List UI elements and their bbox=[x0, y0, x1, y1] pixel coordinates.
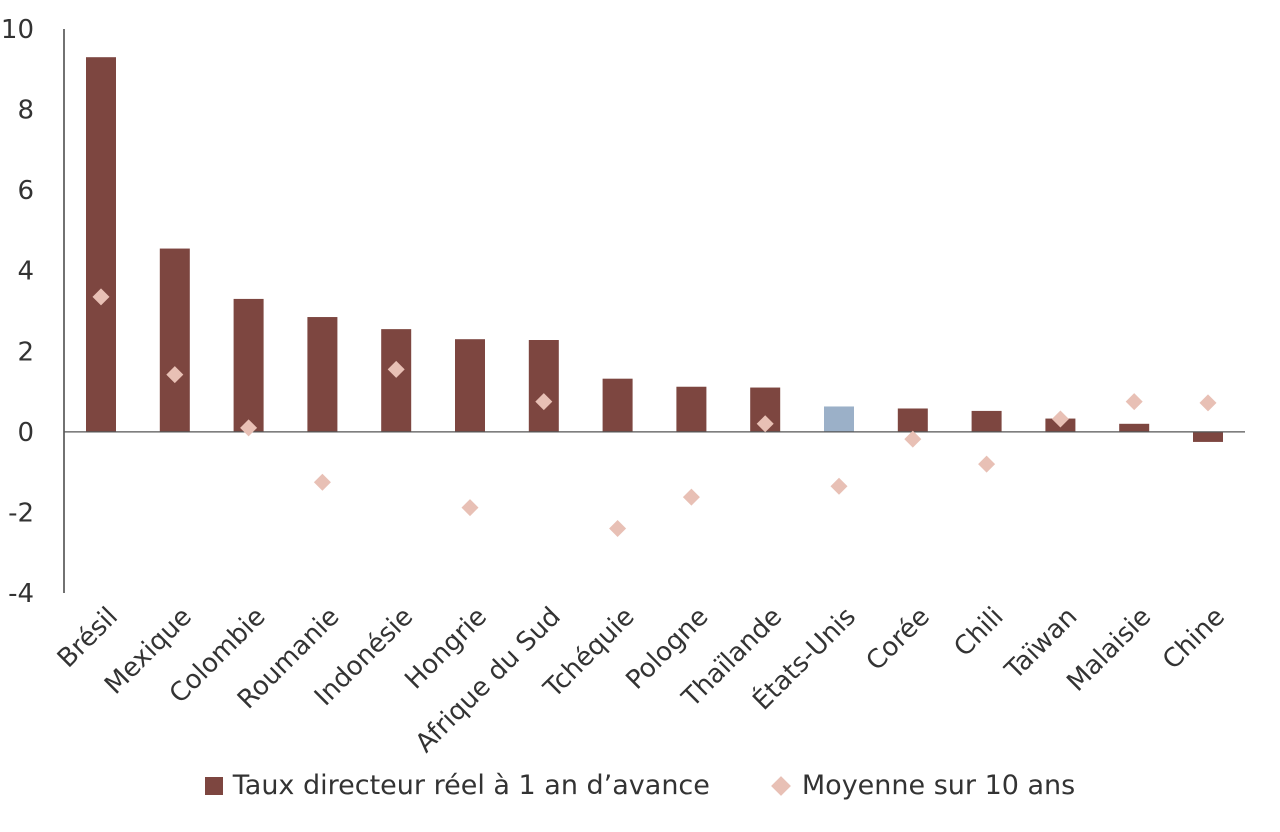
marker-diamond bbox=[240, 419, 258, 437]
bar bbox=[602, 378, 633, 432]
bar bbox=[455, 339, 485, 432]
marker-diamond bbox=[535, 393, 553, 411]
x-tick-label: Chili bbox=[949, 602, 1010, 663]
y-tick-label: -4 bbox=[8, 579, 34, 609]
bar bbox=[307, 317, 338, 432]
marker-diamond bbox=[313, 473, 331, 491]
marker-diamond bbox=[682, 488, 700, 506]
bar bbox=[1193, 431, 1223, 442]
x-tick-label: Corée bbox=[861, 602, 936, 677]
x-tick-label: Chine bbox=[1157, 602, 1231, 676]
marker-diamond bbox=[461, 499, 479, 517]
bar bbox=[159, 248, 190, 432]
bar bbox=[233, 298, 264, 432]
bar bbox=[897, 408, 928, 432]
legend-label-markers: Moyenne sur 10 ans bbox=[801, 770, 1076, 801]
marker-diamond bbox=[904, 430, 922, 448]
y-tick-label: -2 bbox=[8, 498, 34, 528]
legend: Taux directeur réel à 1 an d’avance Moye… bbox=[0, 770, 1280, 801]
x-tick-label: Brésil bbox=[52, 602, 124, 674]
bar bbox=[381, 329, 412, 432]
legend-swatch-bar bbox=[204, 776, 223, 795]
marker-diamond bbox=[609, 520, 627, 538]
y-tick-label: 2 bbox=[17, 337, 34, 367]
bar bbox=[824, 406, 854, 432]
marker-diamond bbox=[1051, 410, 1069, 428]
marker-diamond bbox=[166, 366, 184, 384]
y-tick-label: 6 bbox=[17, 176, 34, 206]
legend-label-bars: Taux directeur réel à 1 an d’avance bbox=[232, 770, 710, 801]
bar bbox=[528, 340, 559, 432]
marker-diamond bbox=[1125, 393, 1143, 411]
bar bbox=[1119, 423, 1150, 432]
marker-diamond bbox=[1199, 394, 1217, 412]
y-tick-label: 8 bbox=[17, 96, 34, 126]
bar bbox=[86, 57, 116, 432]
legend-swatch-diamond bbox=[770, 775, 791, 796]
marker-diamond bbox=[830, 477, 848, 495]
bar bbox=[676, 386, 707, 432]
marker-diamond bbox=[978, 455, 996, 473]
y-tick-label: 0 bbox=[17, 418, 34, 448]
legend-item-markers: Moyenne sur 10 ans bbox=[770, 770, 1075, 801]
y-tick-label: 10 bbox=[1, 15, 34, 45]
marker-diamond bbox=[756, 415, 774, 433]
marker-diamond bbox=[387, 360, 405, 378]
marker-diamond bbox=[92, 288, 110, 306]
bar bbox=[971, 410, 1002, 432]
legend-item-bars: Taux directeur réel à 1 an d’avance bbox=[204, 770, 710, 801]
y-tick-label: 4 bbox=[17, 257, 34, 287]
